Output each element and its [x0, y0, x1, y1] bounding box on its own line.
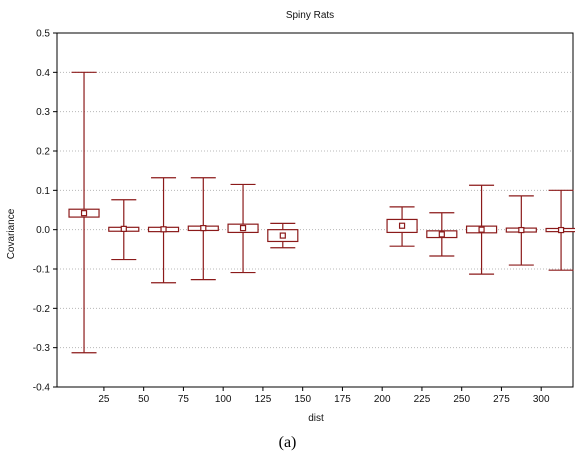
center-marker — [398, 222, 406, 229]
x-axis-label: dist — [308, 413, 324, 424]
x-tick-label: 225 — [414, 394, 431, 405]
center-marker — [279, 232, 286, 239]
center-marker — [518, 226, 525, 234]
x-axis: 25 50 75 100 125 150 175 200 225 250 275 300 — [98, 387, 550, 405]
y-tick-label: 0.4 — [36, 68, 50, 79]
y-tick-label: -0.4 — [33, 383, 51, 394]
center-marker — [478, 226, 485, 233]
y-tick-label: -0.1 — [33, 265, 51, 276]
chart-title: Spiny Rats — [286, 10, 334, 21]
x-tick-label: 200 — [374, 394, 391, 405]
x-tick-label: 300 — [533, 394, 550, 405]
x-tick-label: 175 — [334, 394, 351, 405]
y-tick-label: 0.0 — [36, 225, 50, 236]
x-tick-label: 50 — [138, 394, 150, 405]
x-tick-label: 25 — [98, 394, 110, 405]
center-marker — [120, 225, 127, 232]
center-marker — [557, 226, 565, 234]
x-tick-label: 250 — [453, 394, 470, 405]
figure-caption: (a) — [278, 434, 297, 451]
center-marker — [80, 210, 88, 217]
y-tick-label: 0.5 — [36, 29, 50, 40]
y-axis: 0.5 0.4 0.3 0.2 0.1 0.0 -0.1 -0.2 -0.3 -0.4 — [33, 29, 57, 394]
plot-frame — [56, 32, 574, 388]
box-series — [68, 71, 575, 354]
box-plot: Spiny Rats 0.5 0.4 0.3 0.2 0.1 0.0 -0.1 -0.2 -0.… — [6, 10, 575, 424]
y-tick-label: -0.2 — [33, 304, 51, 315]
center-marker — [160, 226, 167, 233]
x-tick-label: 150 — [294, 394, 311, 405]
y-tick-label: 0.2 — [36, 147, 50, 158]
center-marker — [239, 224, 247, 232]
y-tick-label: 0.1 — [36, 186, 50, 197]
x-tick-label: 75 — [178, 394, 190, 405]
y-tick-label: 0.3 — [36, 107, 50, 118]
x-tick-label: 125 — [255, 394, 272, 405]
center-marker — [200, 224, 207, 232]
x-tick-label: 100 — [215, 394, 232, 405]
center-marker — [438, 231, 445, 238]
x-tick-label: 275 — [493, 394, 510, 405]
y-tick-label: -0.3 — [33, 343, 51, 354]
y-axis-label: Covariance — [6, 208, 17, 259]
